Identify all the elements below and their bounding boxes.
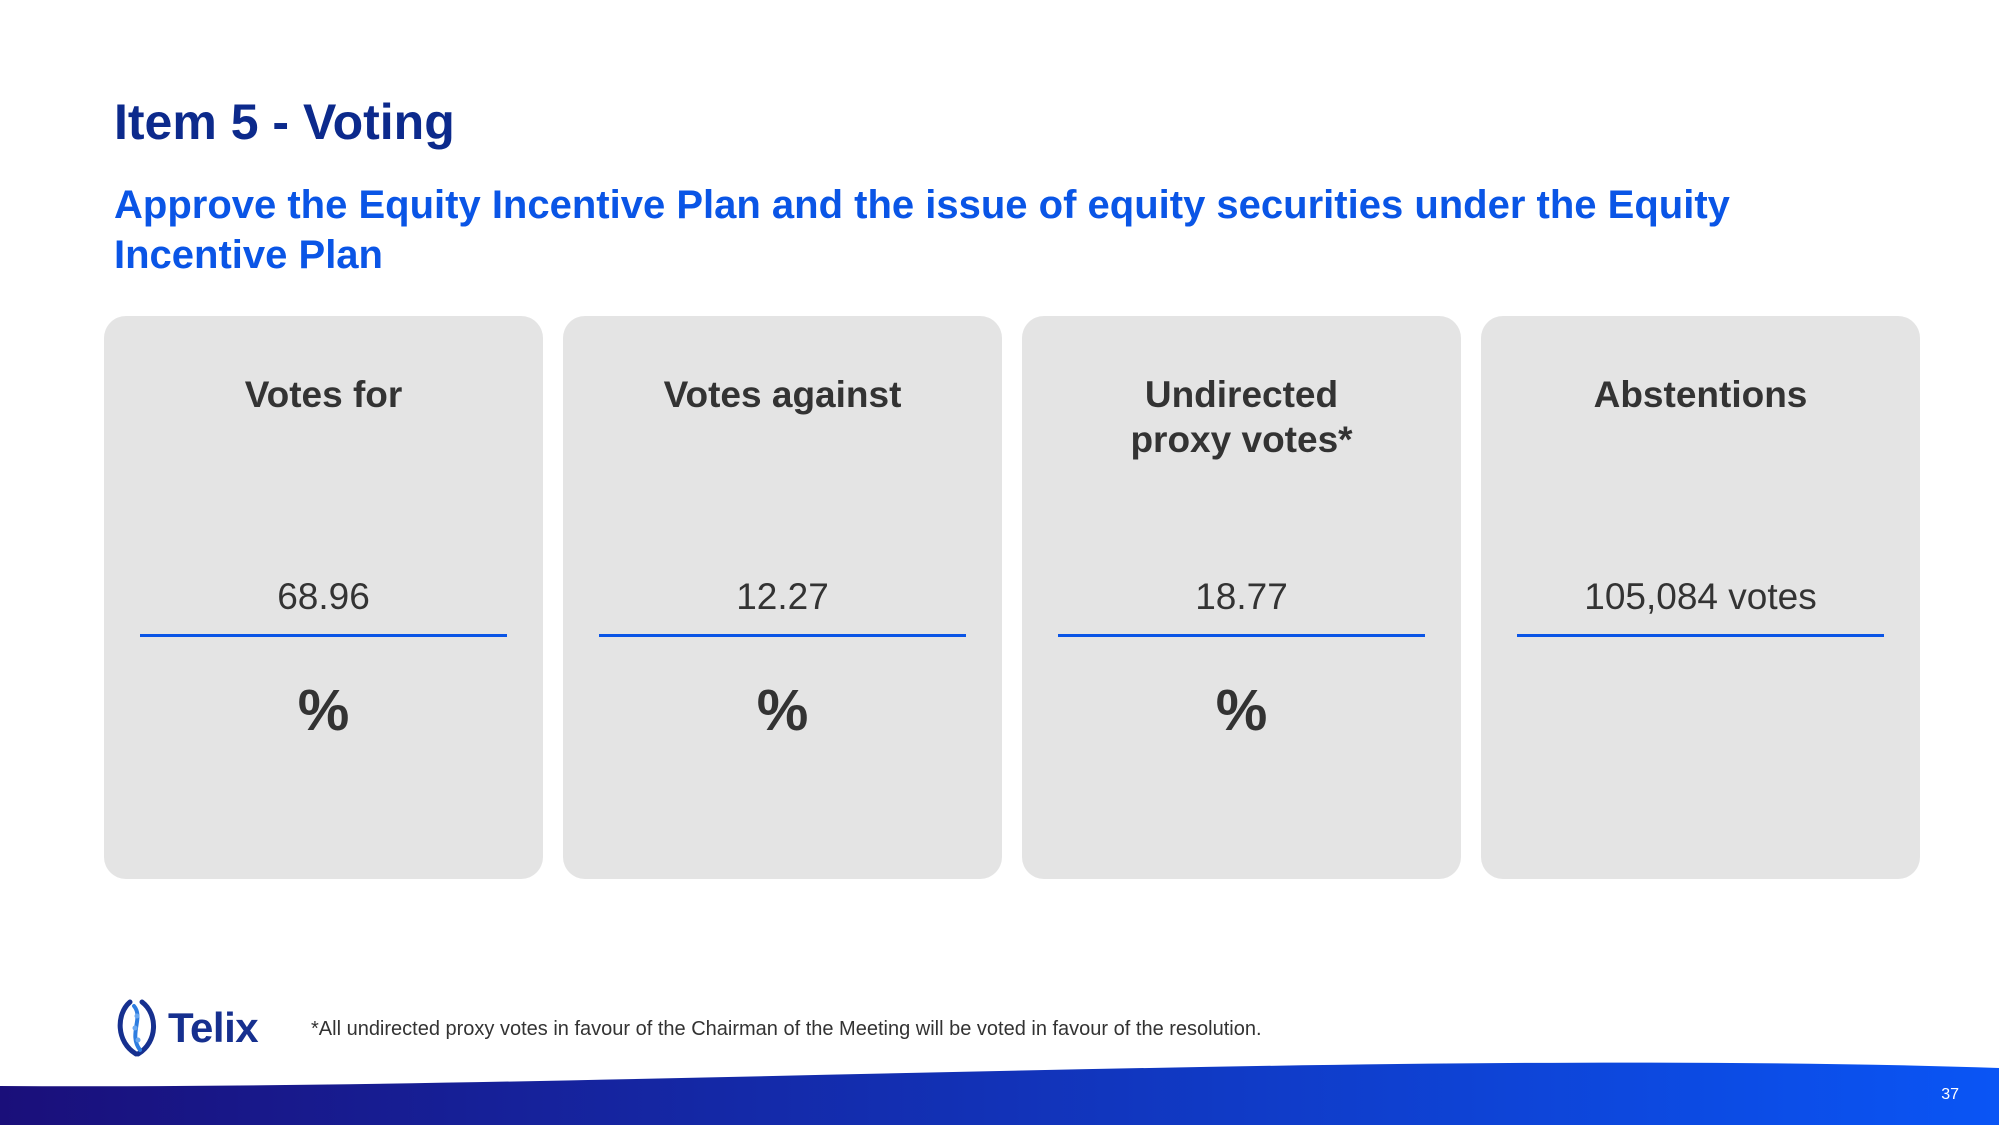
card-divider <box>1058 634 1425 637</box>
card-label: Undirected proxy votes* <box>1130 374 1353 460</box>
card-divider <box>599 634 966 637</box>
card-label: Votes against <box>663 374 902 415</box>
card-label: Abstentions <box>1593 374 1808 415</box>
card-value: 68.96 <box>277 576 370 617</box>
footnote: *All undirected proxy votes in favour of… <box>311 1018 1262 1040</box>
card-label: Votes for <box>244 374 403 415</box>
card-undirected-proxy-votes: Undirected proxy votes* 18.77 % <box>1022 316 1461 879</box>
card-unit: % <box>297 678 350 743</box>
slide-title: Item 5 - Voting <box>114 94 455 150</box>
card-votes-against: Votes against 12.27 % <box>563 316 1002 879</box>
telix-logo: Telix <box>112 998 259 1058</box>
slide-subtitle: Approve the Equity Incentive Plan and th… <box>114 183 1730 277</box>
voting-cards: Votes for 68.96 % Votes against 12.27 % … <box>104 316 1920 879</box>
card-divider <box>1517 634 1884 637</box>
footer-wave <box>0 1062 1999 1125</box>
card-value: 105,084 votes <box>1584 576 1817 617</box>
card-value: 18.77 <box>1195 576 1288 617</box>
page-number: 37 <box>1941 1086 1959 1103</box>
card-unit: % <box>1215 678 1268 743</box>
telix-logo-icon <box>117 999 156 1057</box>
card-votes-for: Votes for 68.96 % <box>104 316 543 879</box>
card-unit: % <box>756 678 809 743</box>
card-value: 12.27 <box>736 576 829 617</box>
card-divider <box>140 634 507 637</box>
card-abstentions: Abstentions 105,084 votes <box>1481 316 1920 879</box>
logo-text: Telix <box>168 1004 259 1051</box>
